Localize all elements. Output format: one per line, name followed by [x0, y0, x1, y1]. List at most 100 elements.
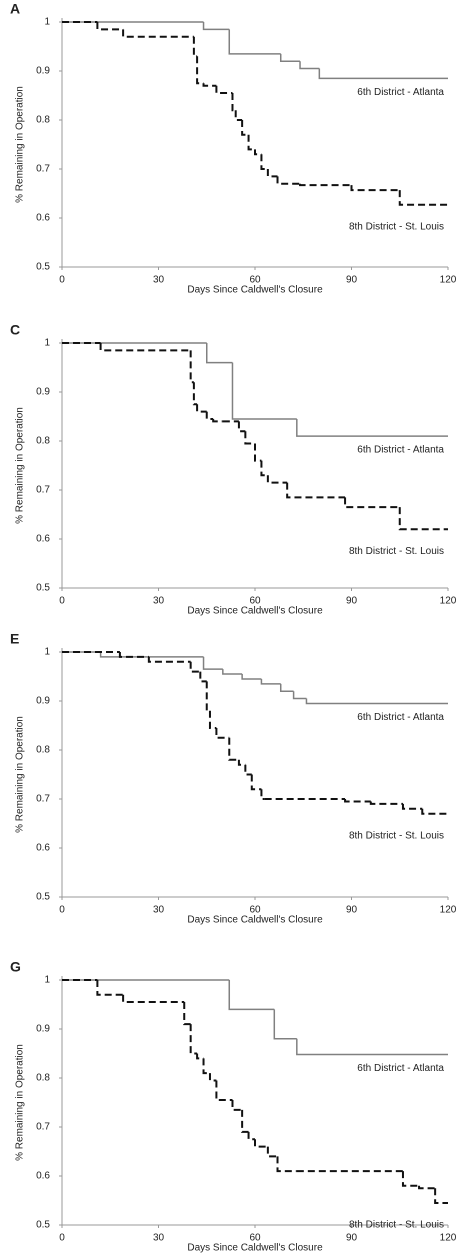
- x-tick-label: 0: [59, 596, 65, 607]
- y-tick-label: 1: [44, 647, 50, 658]
- x-tick-label: 60: [249, 905, 261, 916]
- step-segment: [196, 1053, 204, 1060]
- step-segment: [254, 1139, 268, 1148]
- x-tick-label: 60: [249, 275, 261, 286]
- step-segment: [199, 671, 207, 683]
- step-segment: [202, 1058, 210, 1075]
- step-segment: [266, 1146, 278, 1158]
- step-segment: [118, 652, 149, 658]
- step-segment: [231, 1100, 243, 1111]
- x-tick-label: 120: [440, 275, 457, 286]
- panel-label: G: [10, 959, 21, 975]
- step-segment: [202, 22, 230, 31]
- series-label: 8th District - St. Louis: [349, 546, 444, 557]
- x-tick-label: 0: [59, 1233, 65, 1244]
- series-label: 6th District - Atlanta: [357, 712, 444, 723]
- y-axis-title: % Remaining in Operation: [15, 1044, 26, 1161]
- series-label: 8th District - St. Louis: [349, 221, 444, 232]
- step-segment: [205, 681, 210, 712]
- y-tick-label: 0.6: [36, 213, 50, 224]
- y-tick-label: 0.5: [36, 1220, 50, 1231]
- x-tick-label: 120: [440, 596, 457, 607]
- step-segment: [241, 1109, 249, 1133]
- step-segment: [192, 382, 198, 406]
- step-segment: [189, 661, 201, 673]
- step-segment: [192, 36, 198, 58]
- step-segment: [344, 799, 371, 803]
- y-tick-label: 0.7: [36, 1122, 50, 1133]
- step-segment: [205, 411, 214, 420]
- y-tick-label: 0.7: [36, 794, 50, 805]
- step-segment: [276, 1156, 297, 1173]
- step-segment: [208, 1073, 217, 1082]
- y-tick-label: 0.5: [36, 583, 50, 594]
- step-segment: [147, 656, 191, 663]
- y-tick-label: 1: [44, 338, 50, 349]
- step-segment: [196, 56, 204, 85]
- step-segment: [241, 120, 249, 136]
- x-axis-title: Days Since Caldwell's Closure: [187, 606, 323, 617]
- step-segment: [279, 53, 301, 62]
- step-segment: [231, 362, 297, 420]
- step-segment: [266, 169, 278, 178]
- y-tick-label: 0.8: [36, 436, 50, 447]
- y-tick-label: 1: [44, 975, 50, 986]
- step-segment: [122, 994, 185, 1004]
- step-segment: [228, 29, 281, 55]
- x-tick-label: 120: [440, 1233, 457, 1244]
- step-segment: [418, 1185, 436, 1190]
- y-tick-label: 1: [44, 17, 50, 28]
- step-segment: [296, 418, 448, 437]
- step-segment: [305, 698, 448, 705]
- step-segment: [254, 149, 262, 156]
- step-segment: [247, 134, 255, 151]
- x-tick-label: 90: [346, 596, 358, 607]
- x-tick-label: 90: [346, 1233, 358, 1244]
- step-segment: [279, 683, 294, 692]
- step-segment: [231, 93, 236, 112]
- panel-label: E: [10, 631, 19, 647]
- series-label: 6th District - Atlanta: [357, 87, 444, 98]
- step-segment: [241, 674, 262, 680]
- x-tick-label: 30: [153, 905, 165, 916]
- step-segment: [202, 656, 223, 670]
- step-segment: [292, 691, 307, 700]
- step-segment: [202, 83, 217, 87]
- x-axis-title: Days Since Caldwell's Closure: [187, 285, 323, 296]
- step-segment: [369, 801, 403, 805]
- step-segment: [398, 190, 448, 206]
- panel-label: A: [10, 1, 20, 17]
- y-tick-label: 0.5: [36, 892, 50, 903]
- y-axis-title: % Remaining in Operation: [15, 86, 26, 203]
- step-segment: [206, 343, 233, 364]
- step-segment: [208, 710, 217, 729]
- series-label: 8th District - St. Louis: [349, 830, 444, 841]
- y-tick-label: 0.6: [36, 534, 50, 545]
- step-segment: [260, 154, 268, 170]
- y-tick-label: 0.5: [36, 262, 50, 273]
- x-tick-label: 60: [249, 596, 261, 607]
- step-segment: [296, 1038, 448, 1056]
- y-tick-label: 0.9: [36, 1024, 50, 1035]
- step-segment: [401, 803, 423, 810]
- step-segment: [260, 789, 265, 800]
- step-segment: [96, 980, 124, 996]
- step-segment: [99, 652, 204, 658]
- step-segment: [260, 678, 281, 685]
- y-tick-label: 0.8: [36, 1073, 50, 1084]
- series-label: 6th District - Atlanta: [357, 445, 444, 456]
- step-segment: [350, 185, 400, 192]
- x-tick-label: 0: [59, 905, 65, 916]
- panel-label: C: [10, 322, 20, 338]
- x-tick-label: 30: [153, 596, 165, 607]
- x-tick-label: 120: [440, 905, 457, 916]
- step-segment: [434, 1188, 448, 1204]
- step-segment: [318, 68, 448, 80]
- y-tick-label: 0.6: [36, 1171, 50, 1182]
- step-segment: [250, 774, 262, 791]
- series-label: 6th District - Atlanta: [357, 1063, 444, 1074]
- x-axis-title: Days Since Caldwell's Closure: [187, 915, 323, 926]
- y-tick-label: 0.8: [36, 115, 50, 126]
- step-segment: [237, 759, 246, 766]
- step-segment: [254, 443, 262, 462]
